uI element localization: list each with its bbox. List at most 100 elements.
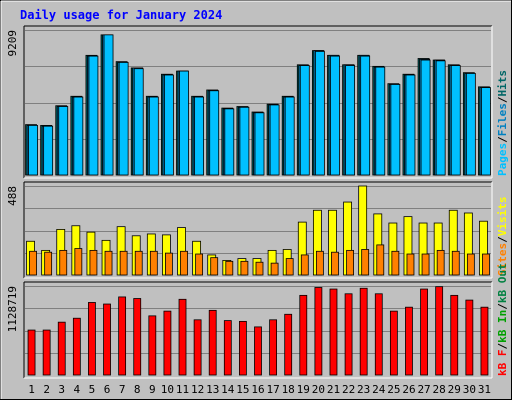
bar-sites	[195, 253, 204, 276]
x-tick-label: 19	[297, 383, 310, 396]
bar-sites	[225, 260, 234, 276]
bar-sites	[180, 250, 188, 276]
panel-visits-sites: 488 Sites/Visits	[6, 181, 509, 279]
bar-pages	[330, 55, 340, 176]
bar-pages	[209, 90, 220, 176]
x-tick-label: 9	[149, 383, 156, 396]
bar-sites	[406, 253, 415, 276]
bar-kb-f	[239, 320, 247, 376]
x-tick-label: 6	[104, 383, 111, 396]
bar-sites	[436, 249, 445, 276]
bar-kb-f	[450, 294, 459, 376]
bar-kb-f	[344, 293, 353, 376]
legend-item: /	[496, 96, 509, 103]
x-tick-label: 24	[372, 383, 386, 396]
bar-pages	[58, 106, 69, 176]
bar-pages	[390, 84, 401, 176]
bar-kb-f	[480, 306, 489, 376]
y-max-label: 1128719	[6, 286, 19, 332]
legend: kB F/kB In/kB Out	[496, 263, 509, 376]
bar-kb-f	[148, 315, 157, 376]
bar-sites	[255, 261, 264, 276]
x-tick-label: 13	[206, 383, 219, 396]
bar-pages	[194, 96, 205, 176]
bar-sites	[59, 249, 68, 276]
x-tick-label: 21	[327, 383, 340, 396]
bar-pages	[103, 34, 114, 176]
legend-item: /	[496, 343, 509, 350]
bar-pages	[254, 112, 265, 176]
legend-item: /	[496, 136, 509, 143]
x-tick-label: 7	[119, 383, 126, 396]
bar-kb-f	[420, 288, 428, 376]
bar-kb-f	[374, 293, 383, 376]
x-tick-label: 26	[402, 383, 415, 396]
legend-item: Files	[496, 103, 509, 136]
bar-sites	[165, 252, 173, 276]
bar-pages	[314, 50, 325, 176]
bar-pages	[269, 104, 280, 176]
legend-item: Visits	[496, 197, 509, 237]
bar-kb-f	[389, 310, 398, 376]
legend-item: kB F	[496, 350, 509, 377]
x-tick-label: 15	[236, 383, 249, 396]
bar-sites	[451, 250, 460, 276]
bar-sites	[315, 250, 324, 276]
bar-kb-f	[88, 302, 96, 376]
x-tick-label: 2	[43, 383, 50, 396]
bar-kb-f	[329, 288, 338, 376]
legend-item: Pages	[496, 143, 509, 176]
chart-title: Daily usage for January 2024	[20, 8, 222, 22]
bar-sites	[104, 250, 113, 276]
bar-sites	[300, 254, 309, 276]
x-tick-label: 27	[417, 383, 430, 396]
y-max-label: 9209	[6, 30, 19, 57]
bar-kb-f	[359, 287, 368, 376]
bar-sites	[346, 249, 354, 276]
legend-item: kB In	[496, 310, 509, 343]
bar-sites	[44, 251, 53, 276]
bar-pages	[420, 59, 431, 176]
legend: Pages/Files/Hits	[496, 70, 509, 176]
legend-item: Hits	[496, 70, 509, 97]
bar-pages	[133, 68, 144, 176]
bar-kb-f	[435, 286, 444, 376]
bar-sites	[119, 250, 128, 276]
x-tick-label: 29	[448, 383, 461, 396]
bar-pages	[299, 65, 310, 176]
bar-sites	[210, 257, 219, 276]
bar-sites	[331, 251, 339, 276]
x-tick-label: 25	[387, 383, 400, 396]
bar-kb-f	[27, 329, 36, 376]
bar-kb-f	[223, 320, 232, 376]
bar-pages	[405, 74, 416, 176]
bar-sites	[270, 262, 279, 276]
legend-item: /	[496, 236, 509, 243]
x-tick-label: 8	[134, 383, 141, 396]
bar-pages	[148, 96, 159, 176]
bar-sites	[240, 260, 249, 276]
x-tick-label: 1	[28, 383, 35, 396]
bar-pages	[345, 65, 355, 176]
legend-item: /	[496, 303, 509, 310]
legend-item: kB Out	[496, 263, 509, 303]
bar-sites	[134, 250, 143, 276]
bar-sites	[466, 253, 475, 276]
bar-kb-f	[133, 298, 142, 376]
x-tick-label: 18	[282, 383, 295, 396]
bar-sites	[391, 250, 400, 276]
bar-kb-f	[118, 296, 127, 376]
bar-pages	[450, 65, 461, 176]
x-tick-label: 30	[463, 383, 476, 396]
bar-pages	[375, 66, 386, 176]
bar-sites	[482, 253, 490, 276]
x-tick-label: 16	[251, 383, 264, 396]
bar-kb-f	[208, 309, 217, 376]
bar-kb-f	[163, 310, 172, 376]
bar-kb-f	[405, 306, 413, 376]
x-tick-label: 20	[312, 383, 325, 396]
x-tick-label: 14	[221, 383, 235, 396]
